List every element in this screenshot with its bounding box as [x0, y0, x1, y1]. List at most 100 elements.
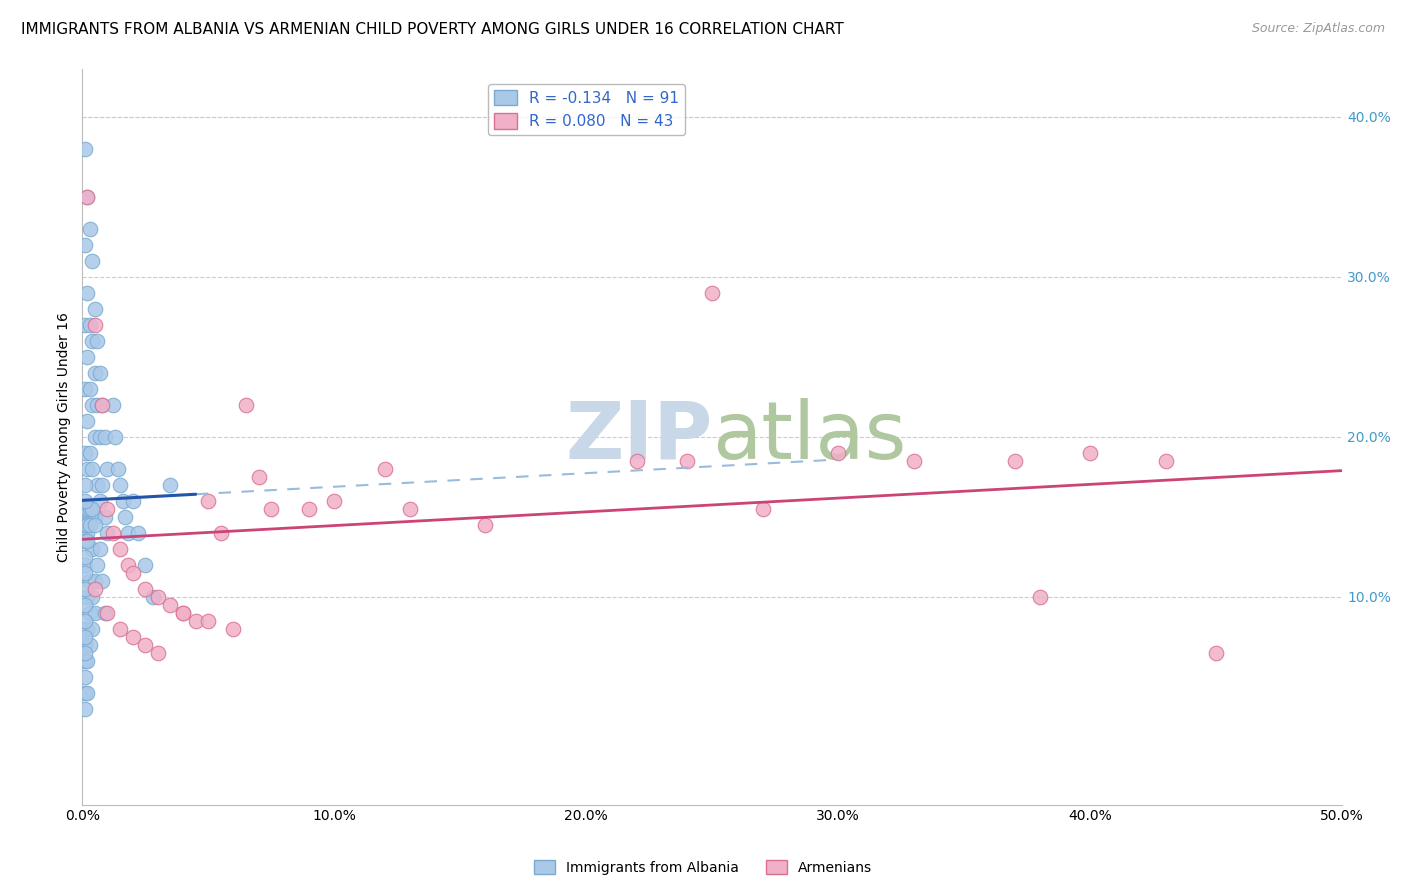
Point	[79, 574, 101, 588]
Point	[82, 622, 104, 636]
Legend: R = -0.134   N = 91, R = 0.080   N = 43: R = -0.134 N = 91, R = 0.080 N = 43	[488, 84, 685, 136]
Point	[89, 493, 111, 508]
Point	[197, 614, 219, 628]
Point	[134, 582, 156, 596]
Point	[73, 646, 96, 660]
Point	[108, 477, 131, 491]
Point	[172, 606, 194, 620]
Point	[86, 477, 108, 491]
Point	[91, 477, 114, 491]
Point	[127, 525, 149, 540]
Point	[79, 638, 101, 652]
Point	[76, 189, 98, 203]
Point	[83, 366, 105, 380]
Point	[134, 638, 156, 652]
Point	[1004, 453, 1026, 467]
Point	[1205, 646, 1227, 660]
Point	[76, 461, 98, 475]
Point	[73, 549, 96, 564]
Point	[73, 533, 96, 548]
Point	[474, 517, 496, 532]
Point	[73, 477, 96, 491]
Point	[108, 541, 131, 556]
Point	[172, 606, 194, 620]
Point	[73, 654, 96, 668]
Text: IMMIGRANTS FROM ALBANIA VS ARMENIAN CHILD POVERTY AMONG GIRLS UNDER 16 CORRELATI: IMMIGRANTS FROM ALBANIA VS ARMENIAN CHIL…	[21, 22, 844, 37]
Point	[76, 654, 98, 668]
Point	[142, 590, 165, 604]
Point	[1029, 590, 1052, 604]
Point	[903, 453, 925, 467]
Point	[76, 590, 98, 604]
Legend: Immigrants from Albania, Armenians: Immigrants from Albania, Armenians	[529, 855, 877, 880]
Point	[83, 318, 105, 332]
Point	[83, 574, 105, 588]
Point	[184, 614, 207, 628]
Point	[73, 501, 96, 516]
Point	[79, 501, 101, 516]
Point	[73, 614, 96, 628]
Point	[83, 509, 105, 524]
Point	[76, 517, 98, 532]
Point	[76, 501, 98, 516]
Point	[73, 558, 96, 572]
Point	[96, 606, 118, 620]
Point	[159, 477, 181, 491]
Point	[82, 334, 104, 348]
Point	[83, 301, 105, 316]
Point	[76, 413, 98, 427]
Point	[73, 670, 96, 684]
Point	[73, 493, 96, 508]
Point	[73, 142, 96, 156]
Point	[146, 646, 169, 660]
Point	[209, 525, 232, 540]
Point	[76, 533, 98, 548]
Point	[73, 582, 96, 596]
Point	[107, 461, 129, 475]
Y-axis label: Child Poverty Among Girls Under 16: Child Poverty Among Girls Under 16	[58, 311, 72, 561]
Point	[121, 630, 143, 644]
Point	[76, 350, 98, 364]
Point	[83, 429, 105, 443]
Point	[111, 493, 134, 508]
Point	[73, 509, 96, 524]
Point	[676, 453, 699, 467]
Point	[73, 517, 96, 532]
Point	[104, 429, 127, 443]
Point	[79, 382, 101, 396]
Point	[101, 398, 124, 412]
Point	[1078, 445, 1101, 459]
Point	[146, 590, 169, 604]
Point	[82, 461, 104, 475]
Point	[827, 445, 849, 459]
Point	[1154, 453, 1177, 467]
Point	[73, 445, 96, 459]
Point	[94, 429, 117, 443]
Point	[79, 517, 101, 532]
Point	[76, 525, 98, 540]
Point	[96, 525, 118, 540]
Point	[91, 574, 114, 588]
Point	[247, 469, 270, 483]
Point	[82, 253, 104, 268]
Point	[79, 318, 101, 332]
Point	[134, 558, 156, 572]
Point	[82, 541, 104, 556]
Point	[89, 429, 111, 443]
Point	[86, 334, 108, 348]
Point	[73, 598, 96, 612]
Point	[82, 398, 104, 412]
Point	[96, 501, 118, 516]
Point	[121, 566, 143, 580]
Point	[82, 590, 104, 604]
Point	[73, 685, 96, 699]
Point	[76, 685, 98, 699]
Point	[159, 598, 181, 612]
Point	[86, 398, 108, 412]
Point	[121, 493, 143, 508]
Point	[374, 461, 396, 475]
Point	[91, 398, 114, 412]
Point	[73, 566, 96, 580]
Point	[101, 525, 124, 540]
Point	[86, 558, 108, 572]
